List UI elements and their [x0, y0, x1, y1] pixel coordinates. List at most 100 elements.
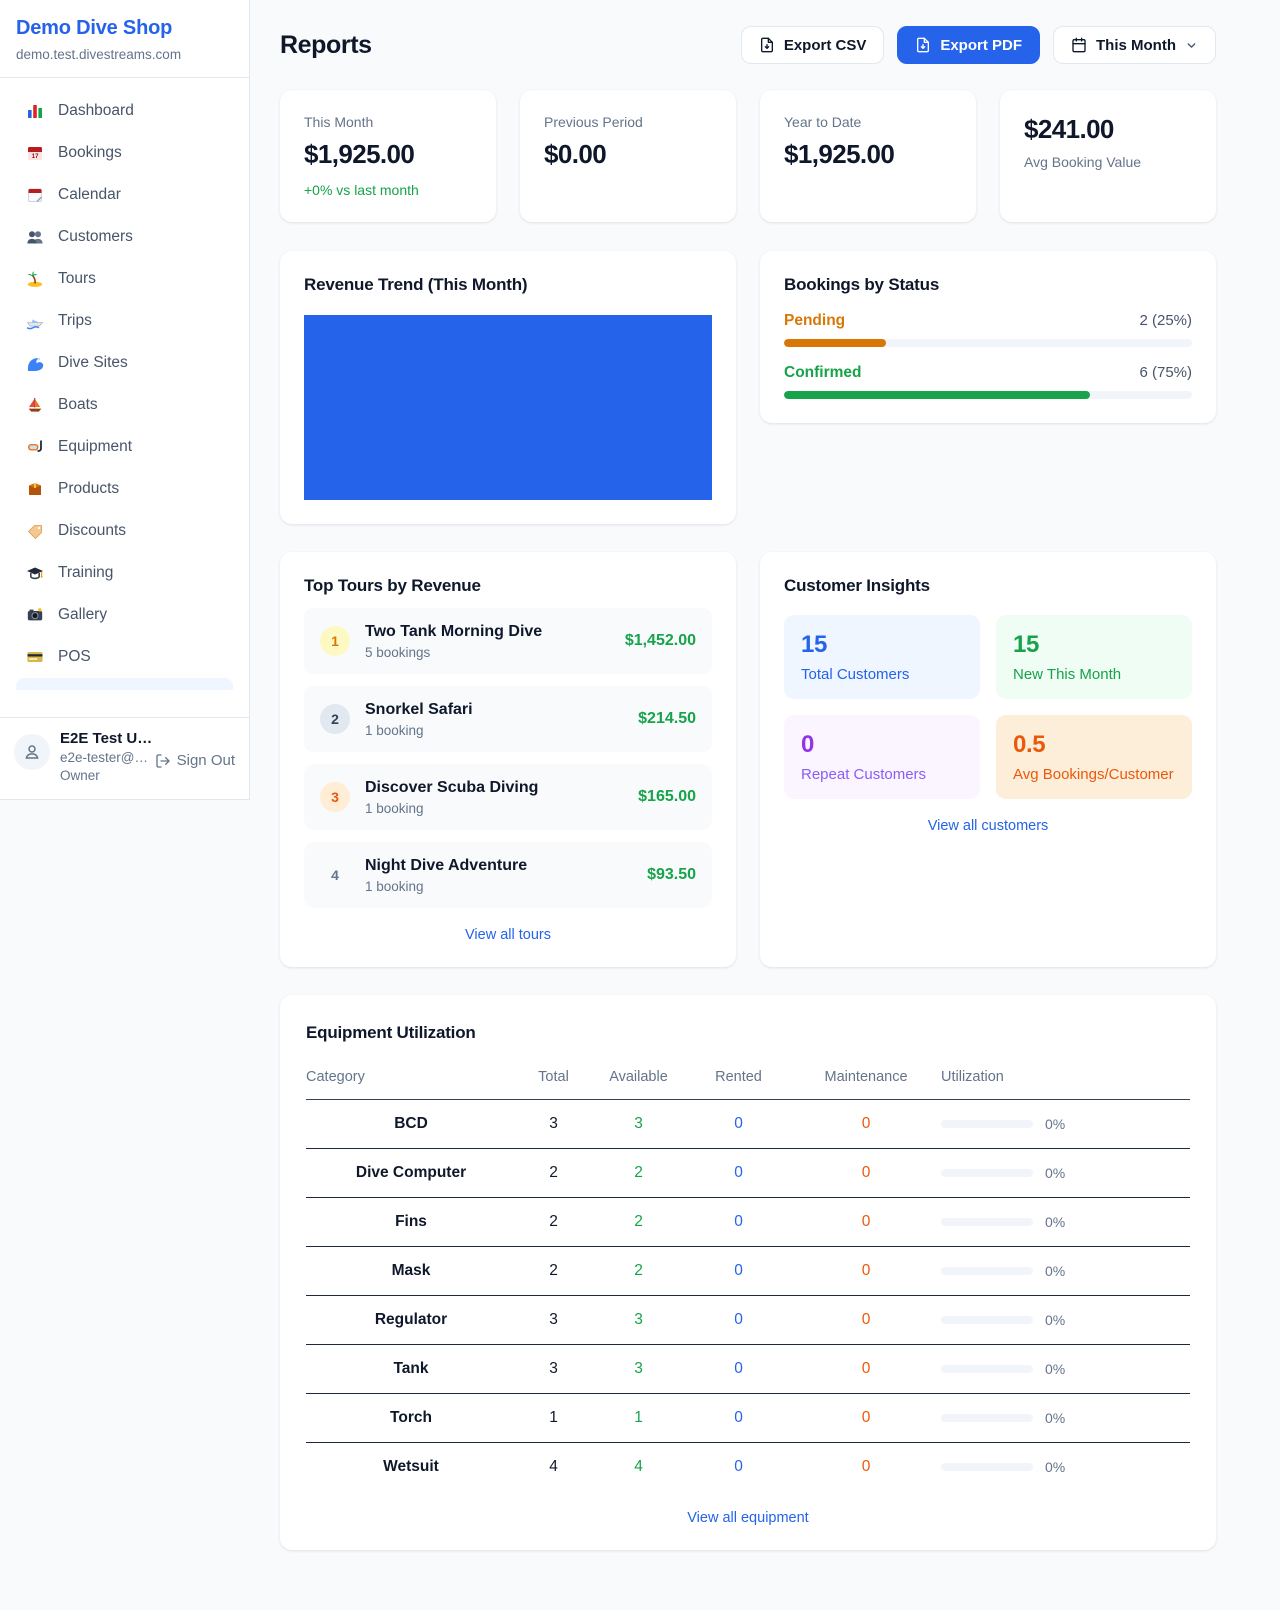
sidebar-item-equipment[interactable]: Equipment: [8, 426, 241, 468]
top-tours-title: Top Tours by Revenue: [304, 576, 481, 595]
sidebar-item-tours[interactable]: Tours: [8, 258, 241, 300]
rank-badge: 4: [331, 867, 339, 883]
tag-icon: [26, 522, 44, 540]
tour-revenue: $93.50: [647, 866, 696, 883]
status-count: 2 (25%): [1139, 312, 1192, 329]
equipment-rented: 0: [686, 1148, 791, 1198]
table-row: Fins 2 2 0 0 0%: [306, 1197, 1190, 1247]
kpi-row: This Month $1,925.00 +0% vs last month P…: [280, 90, 1216, 222]
table-row: Torch 1 1 0 0 0%: [306, 1393, 1190, 1443]
customer-insights-card: Customer Insights 15 Total Customers 15 …: [760, 552, 1216, 967]
user-meta: E2E Test U… e2e-tester@… Owner: [60, 730, 152, 783]
equipment-category: Mask: [306, 1246, 516, 1296]
view-all-tours-link[interactable]: View all tours: [465, 927, 551, 943]
equipment-available: 4: [634, 1458, 643, 1475]
sidebar-item-trips[interactable]: Trips: [8, 300, 241, 342]
page-title: Reports: [280, 30, 372, 59]
tile-value: 0: [801, 731, 814, 758]
sidebar-item-reports-active-partial[interactable]: [16, 678, 233, 690]
kpi-value: $241.00: [1024, 114, 1114, 144]
equipment-utilization-title: Equipment Utilization: [306, 1023, 476, 1042]
tile-label: New This Month: [1013, 666, 1122, 683]
sidebar-item-label: Equipment: [58, 438, 133, 455]
column-header: Utilization: [941, 1059, 1190, 1100]
file-download-icon: [759, 37, 775, 53]
equipment-total: 3: [516, 1295, 591, 1345]
calendar-icon: [1071, 37, 1087, 53]
table-row: Regulator 3 3 0 0 0%: [306, 1295, 1190, 1345]
sidebar-item-training[interactable]: Training: [8, 552, 241, 594]
equipment-rented: 0: [686, 1393, 791, 1443]
kpi-card-this-month: This Month $1,925.00 +0% vs last month: [280, 90, 496, 222]
tour-row: 1 Two Tank Morning Dive 5 bookings $1,45…: [304, 608, 712, 674]
equipment-maintenance: 0: [791, 1246, 941, 1296]
rank-badge: 3: [320, 782, 350, 812]
wave-icon: [26, 354, 44, 372]
export-pdf-button[interactable]: Export PDF: [897, 26, 1041, 64]
sidebar-item-discounts[interactable]: Discounts: [8, 510, 241, 552]
equipment-total: 1: [516, 1393, 591, 1443]
tour-row: 2 Snorkel Safari 1 booking $214.50: [304, 686, 712, 752]
equipment-total: 2: [516, 1148, 591, 1198]
bookings-by-status-title: Bookings by Status: [784, 275, 940, 294]
sidebar-item-dive-sites[interactable]: Dive Sites: [8, 342, 241, 384]
equipment-category: Regulator: [306, 1295, 516, 1345]
column-header: Rented: [686, 1059, 791, 1100]
equipment-category: Wetsuit: [383, 1458, 439, 1475]
top-tours-card: Top Tours by Revenue 1 Two Tank Morning …: [280, 552, 736, 967]
column-header: Total: [516, 1059, 591, 1100]
sidebar-item-bookings[interactable]: 17 Bookings: [8, 132, 241, 174]
view-all-customers-link[interactable]: View all customers: [927, 818, 1049, 834]
sidebar-item-calendar[interactable]: Calendar: [8, 174, 241, 216]
equipment-available: 3: [591, 1099, 686, 1149]
tour-revenue: $1,452.00: [624, 632, 696, 649]
equipment-category: BCD: [306, 1099, 516, 1149]
sign-out-button[interactable]: Sign Out: [155, 752, 235, 769]
rank-badge: 1: [320, 626, 350, 656]
utilization-bar: [941, 1463, 1033, 1471]
status-progress-fill: [784, 391, 1090, 399]
sidebar-item-products[interactable]: Products: [8, 468, 241, 510]
export-csv-button[interactable]: Export CSV: [740, 26, 885, 64]
tile-avg-bookings-customer: 0.5 Avg Bookings/Customer: [996, 715, 1192, 799]
sailboat-icon: [26, 396, 44, 414]
equipment-category: Tank: [306, 1344, 516, 1394]
sidebar-item-gallery[interactable]: Gallery: [8, 594, 241, 636]
equipment-category: Dive Computer: [306, 1148, 516, 1198]
equipment-total: 3: [516, 1344, 591, 1394]
sidebar-item-customers[interactable]: Customers: [8, 216, 241, 258]
sidebar-item-label: Dashboard: [58, 102, 134, 119]
tile-repeat-customers: 0 Repeat Customers: [784, 715, 980, 799]
brand-block: Demo Dive Shop demo.test.divestreams.com: [0, 0, 249, 78]
export-csv-label: Export CSV: [783, 36, 867, 54]
sidebar-item-label: Customers: [58, 228, 133, 245]
bar-chart-icon: [26, 102, 44, 120]
equipment-available: 3: [591, 1295, 686, 1345]
status-label: Pending: [784, 312, 846, 329]
tile-label: Total Customers: [801, 666, 910, 683]
sidebar-item-label: Products: [58, 480, 120, 497]
sidebar-item-label: Calendar: [58, 186, 121, 203]
view-all-equipment-link[interactable]: View all equipment: [687, 1510, 809, 1526]
sidebar-item-boats[interactable]: Boats: [8, 384, 241, 426]
sidebar: Demo Dive Shop demo.test.divestreams.com…: [0, 0, 250, 800]
status-row-pending: Pending 2 (25%): [784, 312, 1192, 347]
tear-calendar-icon: [26, 186, 44, 204]
equipment-maintenance: 0: [861, 1458, 871, 1475]
sidebar-item-label: Training: [58, 564, 114, 581]
equipment-available: 2: [591, 1197, 686, 1247]
sidebar-item-dashboard[interactable]: Dashboard: [8, 90, 241, 132]
sidebar-item-pos[interactable]: POS: [8, 636, 241, 678]
tile-label: Avg Bookings/Customer: [1013, 766, 1174, 783]
sidebar-item-label: Boats: [58, 396, 98, 413]
kpi-label: This Month: [304, 114, 374, 130]
kpi-card-previous-period: Previous Period $0.00: [520, 90, 736, 222]
period-selector[interactable]: This Month: [1053, 26, 1216, 64]
equipment-maintenance: 0: [791, 1099, 941, 1149]
tour-row: 4 Night Dive Adventure 1 booking $93.50: [304, 842, 712, 908]
tile-value: 15: [801, 631, 827, 658]
table-row: Dive Computer 2 2 0 0 0%: [306, 1148, 1190, 1198]
table-row: Mask 2 2 0 0 0%: [306, 1246, 1190, 1296]
tour-bookings: 1 booking: [365, 878, 424, 894]
user-role: Owner: [60, 768, 100, 783]
